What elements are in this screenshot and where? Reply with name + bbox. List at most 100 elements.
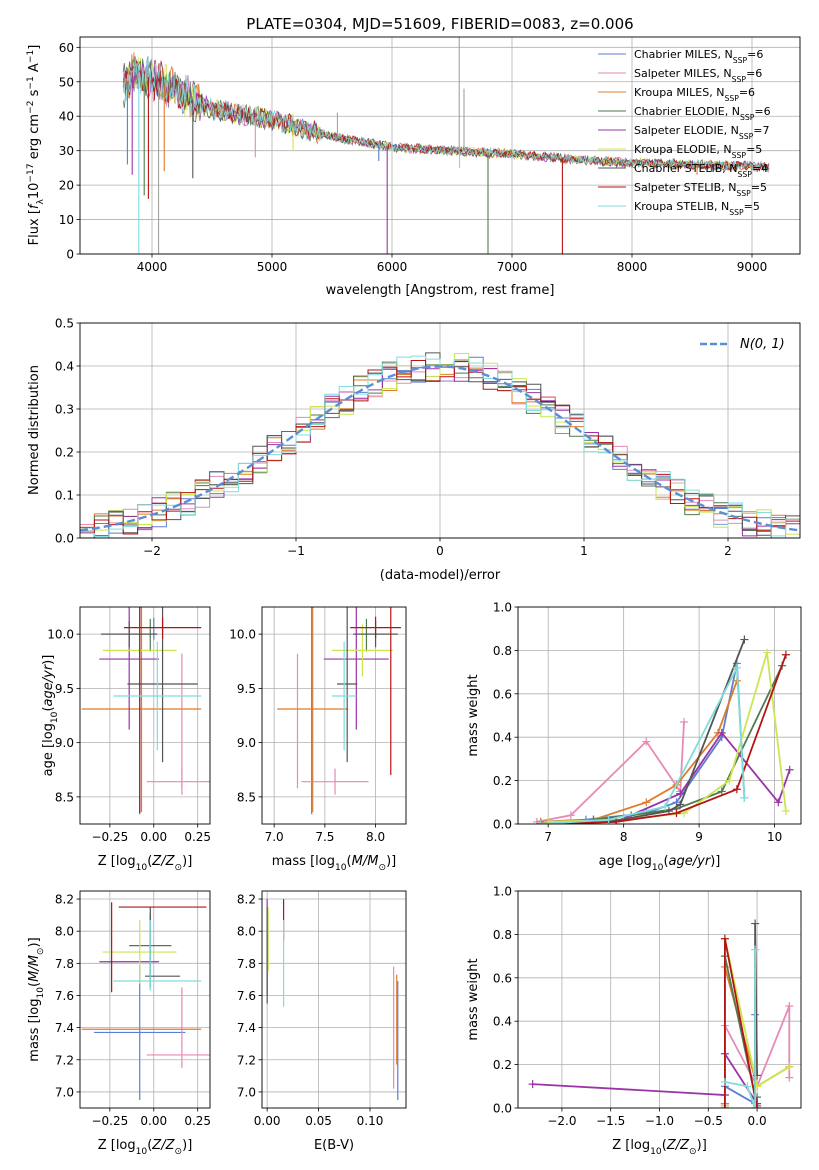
tick-label-x: 8.0 bbox=[366, 830, 385, 844]
tick-label-y: 7.4 bbox=[55, 1021, 74, 1035]
weight-marker bbox=[785, 1062, 794, 1071]
label-part: ( bbox=[41, 706, 56, 711]
label-part: 10 bbox=[50, 711, 60, 723]
tick-label-y: 20 bbox=[59, 179, 74, 193]
tick-label-y: 0 bbox=[66, 248, 74, 262]
axes-frame bbox=[79, 36, 801, 255]
weight-marker bbox=[680, 718, 689, 727]
tick-label-y: 8.5 bbox=[237, 790, 256, 804]
tick-label-x: 0.25 bbox=[184, 1114, 211, 1128]
tick-label-x: 2 bbox=[724, 544, 732, 558]
weight-marker bbox=[672, 809, 681, 818]
tick-label-x: 10 bbox=[767, 830, 782, 844]
weight-marker bbox=[612, 817, 621, 824]
tick-label-x: 7 bbox=[544, 830, 552, 844]
weight-marker bbox=[732, 663, 741, 672]
tick-label-x: 0.00 bbox=[140, 830, 167, 844]
label-part: f bbox=[27, 202, 42, 209]
weight-marker bbox=[642, 737, 651, 746]
tick-label-x: 9 bbox=[695, 830, 703, 844]
plot-area bbox=[277, 607, 401, 815]
tick-label-y: 0.2 bbox=[55, 446, 74, 460]
y-axis-label: age [log10(age/yr)] bbox=[41, 655, 60, 777]
y-axis-label: Normed distribution bbox=[27, 365, 42, 495]
label-part: =5 bbox=[751, 181, 767, 194]
tick-label-x: 7.0 bbox=[265, 830, 284, 844]
axes-frame bbox=[79, 606, 211, 825]
plot-area bbox=[528, 919, 794, 1108]
legend-label: Chabrier ELODIE, NSSP=6 bbox=[634, 105, 771, 122]
weight-marker bbox=[676, 800, 685, 809]
tick-label-y: 7.6 bbox=[55, 989, 74, 1003]
label-part: Z/Z bbox=[666, 1138, 690, 1153]
label-part: Chabrier STELIB, N bbox=[634, 162, 738, 175]
tick-label-x: −0.5 bbox=[694, 1114, 723, 1128]
histogram-step bbox=[80, 352, 800, 538]
tick-label-y: 40 bbox=[59, 110, 74, 124]
label-part: =6 bbox=[747, 48, 763, 61]
legend: N(0, 1) bbox=[700, 337, 785, 352]
label-part: )] bbox=[27, 937, 42, 947]
tick-label-y: 7.0 bbox=[237, 1085, 256, 1099]
weight-marker bbox=[717, 787, 726, 796]
tick-label-y: 0.0 bbox=[493, 818, 512, 832]
label-part: 10 bbox=[27, 183, 42, 200]
label-part: mass [log bbox=[27, 999, 42, 1062]
label-part: ] bbox=[27, 45, 42, 50]
weight-marker bbox=[785, 765, 794, 774]
label-part: SSP bbox=[736, 189, 751, 198]
weight-marker bbox=[751, 1104, 760, 1108]
label-part: ⊙ bbox=[175, 863, 183, 873]
weight-marker bbox=[717, 728, 726, 737]
label-part: =7 bbox=[753, 124, 769, 137]
tick-label-y: 0.2 bbox=[493, 1058, 512, 1072]
label-part: )] bbox=[182, 854, 192, 869]
grid bbox=[262, 891, 406, 1108]
label-part: Kroupa STELIB, N bbox=[634, 200, 729, 213]
tick-label-x: −0.25 bbox=[91, 830, 128, 844]
spectrum-line bbox=[122, 59, 770, 172]
label-part: ( bbox=[147, 1138, 152, 1153]
label-part: ⊙ bbox=[175, 1147, 183, 1157]
tick-label-y: 8.2 bbox=[55, 893, 74, 907]
grid bbox=[80, 891, 210, 1108]
label-part: Chabrier MILES, N bbox=[634, 48, 733, 61]
tick-label-y: 7.0 bbox=[55, 1085, 74, 1099]
weight-line bbox=[724, 949, 756, 1108]
label-part: ( bbox=[663, 854, 668, 869]
weight-line bbox=[608, 639, 746, 823]
plot-area bbox=[122, 37, 770, 254]
y-axis-label: mass weight bbox=[466, 674, 481, 756]
grid bbox=[80, 607, 210, 824]
weight-marker bbox=[732, 785, 741, 794]
tick-label-x: 0.00 bbox=[140, 1114, 167, 1128]
tick-label-y: 9.5 bbox=[237, 682, 256, 696]
label-part: ⊙ bbox=[36, 947, 46, 955]
tick-label-x: 5000 bbox=[257, 260, 288, 274]
label-part: −2 bbox=[26, 101, 36, 114]
weight-marker bbox=[740, 635, 749, 644]
label-part: ⊙ bbox=[378, 863, 386, 873]
label-part: SSP bbox=[729, 208, 744, 217]
axes-frame bbox=[261, 890, 407, 1109]
tick-label-x: 0.0 bbox=[748, 1114, 767, 1128]
x-axis-label: E(B-V) bbox=[314, 1138, 354, 1153]
tick-label-y: 10.0 bbox=[229, 628, 256, 642]
chart-mass-vs-ebv: 0.00 0.05 0.10 7.0 7.2 7.4 7.6 7.8 8.0 8.2 E(B-V) bbox=[237, 890, 407, 1153]
tick-label-x: 9000 bbox=[737, 260, 768, 274]
label-part: −1 bbox=[26, 76, 36, 89]
weight-marker bbox=[604, 815, 613, 824]
label-part: age [log bbox=[599, 854, 652, 869]
tick-label-x: −1 bbox=[287, 544, 305, 558]
legend-label: Chabrier MILES, NSSP=6 bbox=[634, 48, 763, 65]
label-part: Salpeter MILES, N bbox=[634, 67, 732, 80]
label-part: −17 bbox=[26, 163, 36, 182]
tick-label-y: 0.2 bbox=[493, 774, 512, 788]
x-axis-label: Z [log10(Z/Z⊙)] bbox=[98, 854, 193, 873]
tick-label-y: 7.4 bbox=[237, 1021, 256, 1035]
spectrum-line bbox=[122, 58, 770, 173]
tick-label-y: 7.8 bbox=[55, 957, 74, 971]
x-axis-label: mass [log10(M/M⊙)] bbox=[272, 854, 396, 873]
label-part: ( bbox=[147, 854, 152, 869]
axes-frame bbox=[517, 606, 802, 825]
